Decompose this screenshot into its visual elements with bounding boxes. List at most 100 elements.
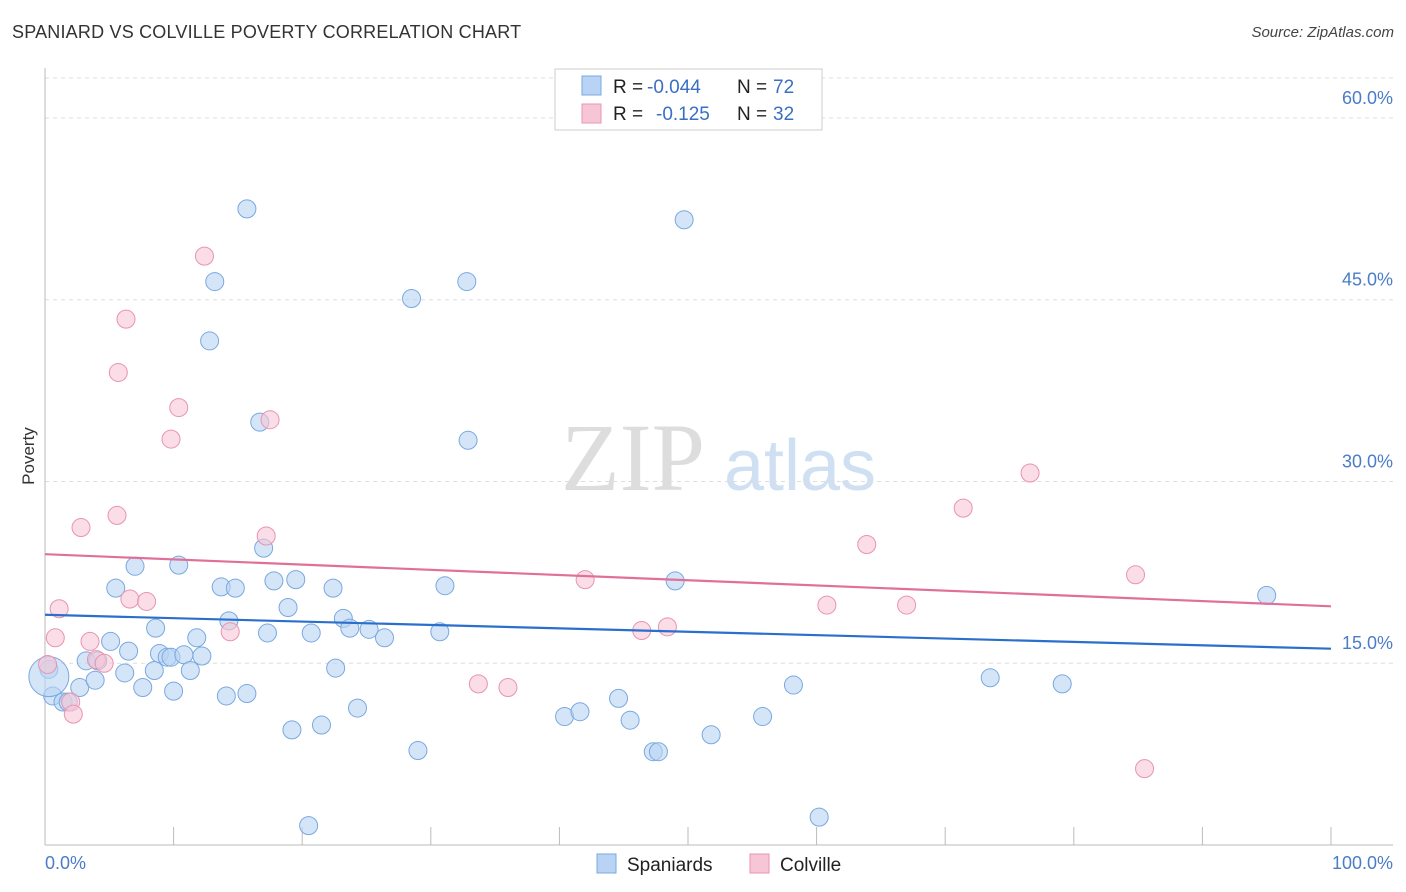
spaniards-point-54 [457,272,477,292]
spaniards-point-42 [311,715,331,735]
spaniards-point-44 [326,658,346,678]
series-legend: Spaniards Colville [596,853,841,876]
colville-point-29 [1126,565,1146,585]
spaniards-trend-line [44,613,1332,650]
legend-r-label-2: R = [613,104,643,125]
spaniards-point-40 [299,816,319,836]
spaniards-point-58 [609,688,629,708]
spaniards-points [28,199,1277,836]
colville-point-0 [45,628,65,648]
spaniards-point-43 [323,578,343,598]
legend-n-value-2: 32 [773,104,794,125]
y-tick-label-1: 30.0% [1342,451,1393,471]
source-label: Source: ZipAtlas.com [1251,24,1394,41]
spaniards-point-48 [359,619,379,639]
spaniards-point-38 [282,720,302,740]
spaniards-point-67 [809,807,829,827]
spaniards-point-30 [225,578,245,598]
spaniards-point-50 [402,289,422,309]
spaniards-point-23 [187,628,207,648]
x-tick-label-0: 0.0% [45,853,86,873]
colville-points [38,246,1155,779]
spaniards-point-69 [1052,674,1072,694]
colville-point-19 [468,674,488,694]
spaniards-point-47 [347,698,367,718]
colville-point-21 [575,570,595,590]
colville-point-13 [161,429,181,449]
colville-point-12 [137,591,157,611]
spaniards-point-52 [430,622,450,642]
colville-point-26 [897,595,917,615]
colville-point-11 [120,589,140,609]
spaniards-point-6 [85,670,105,690]
spaniards-point-39 [286,570,306,590]
spaniards-point-66 [783,675,803,695]
colville-point-25 [857,535,877,555]
spaniards-point-25 [200,331,220,351]
colville-trend-line [44,553,1332,608]
spaniards-point-55 [458,430,478,450]
legend-r-value-2: -0.125 [656,104,710,125]
legend-n-value-1: 72 [773,77,794,98]
y-axis-label: Poverty [19,427,38,485]
bottom-legend-swatch-spaniards [596,853,617,874]
bottom-legend-colville: Colville [780,855,841,876]
spaniards-point-70 [1257,585,1277,605]
spaniards-point-64 [701,725,721,745]
legend-n-label-1: N = [737,77,767,98]
spaniards-point-59 [620,710,640,730]
spaniards-point-15 [146,618,166,638]
colville-point-30 [1135,759,1155,779]
y-tick-label-2: 45.0% [1342,270,1393,290]
spaniards-point-53 [435,576,455,596]
colville-point-10 [116,309,136,329]
legend-r-value-1: -0.044 [647,77,701,98]
colville-point-16 [220,622,240,642]
spaniards-point-28 [216,686,236,706]
legend-n-label-2: N = [737,104,767,125]
spaniards-point-36 [264,571,284,591]
colville-point-3 [63,704,83,724]
bottom-legend-swatch-colville [749,853,770,874]
spaniards-point-8 [101,631,121,651]
correlation-legend: R = -0.044 N = 72 R = -0.125 N = 32 [554,68,823,131]
y-tick-label-0: 15.0% [1342,633,1393,653]
colville-point-7 [94,653,114,673]
chart-title: SPANIARD VS COLVILLE POVERTY CORRELATION… [12,22,522,42]
bottom-legend-spaniards: Spaniards [627,855,713,876]
colville-point-23 [657,617,677,637]
spaniards-point-4 [70,677,90,697]
colville-point-4 [71,518,91,538]
colville-point-18 [260,410,280,430]
colville-point-20 [498,677,518,697]
x-tick-label-1: 100.0% [1332,853,1393,873]
grid [45,77,1393,664]
colville-point-5 [80,631,100,651]
spaniards-point-19 [164,681,184,701]
legend-swatch-spaniards [581,75,602,96]
spaniards-point-35 [257,623,277,643]
spaniards-point-41 [301,623,321,643]
spaniards-point-61 [648,742,668,762]
spaniards-point-22 [180,661,200,681]
spaniards-point-11 [119,641,139,661]
spaniards-point-32 [237,199,257,219]
colville-point-1 [49,599,69,619]
colville-point-27 [953,498,973,518]
tick-labels: 15.0% 30.0% 45.0% 60.0% 0.0% 100.0% [45,88,1393,873]
spaniards-point-68 [980,668,1000,688]
y-tick-label-3: 60.0% [1342,88,1393,108]
axes [44,68,1393,846]
colville-point-28 [1020,463,1040,483]
legend-r-label-1: R = [613,77,643,98]
colville-point-24 [817,595,837,615]
spaniards-point-37 [278,598,298,618]
spaniards-point-9 [106,578,126,598]
colville-point-15 [194,246,214,266]
spaniards-point-51 [408,740,428,760]
spaniards-point-63 [674,210,694,230]
trend-lines [44,553,1332,650]
colville-point-14 [169,398,189,418]
spaniards-point-31 [237,684,257,704]
